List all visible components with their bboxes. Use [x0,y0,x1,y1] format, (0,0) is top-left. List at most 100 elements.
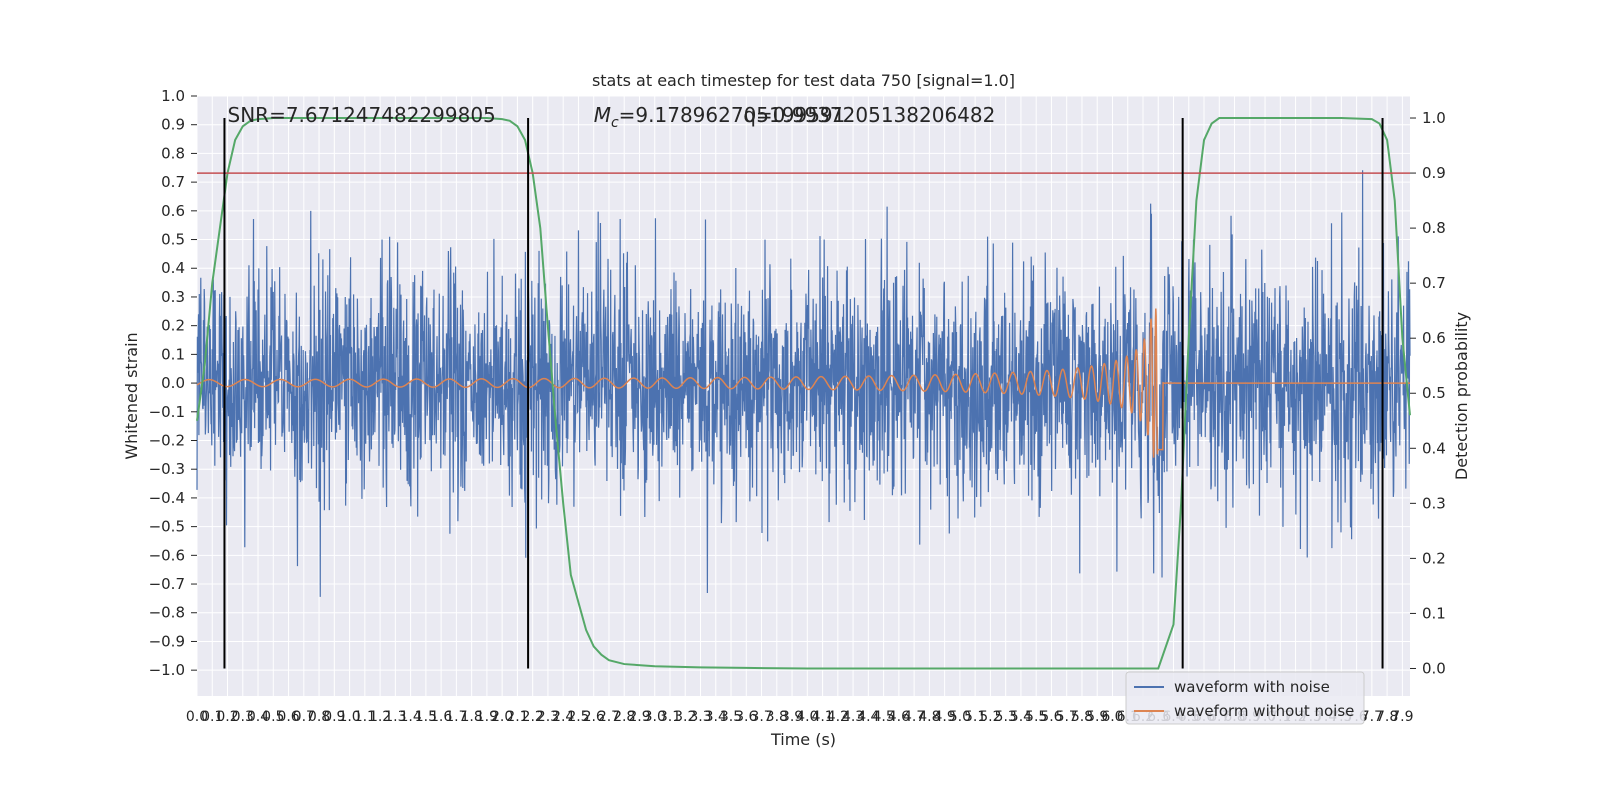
x-tick-label: 4.8 [918,709,940,725]
y2-tick-label: 0.6 [1422,329,1446,347]
y2-tick-label: 0.8 [1422,219,1446,237]
x-tick-label: 3.2 [674,709,696,725]
x-tick-label: 5.5 [1025,709,1047,725]
waveform-without-noise-series [196,308,1410,458]
y-tick-label: 1.0 [161,87,185,105]
x-tick-label: 4.9 [934,709,956,725]
y2-tick-label: 0.9 [1422,164,1446,182]
y2-tick-label: 1.0 [1422,109,1446,127]
y-tick-label: 0.9 [161,116,185,134]
y2-tick-labels: 0.0 0.1 0.2 0.3 0.4 0.5 0.6 0.7 0.8 0.9 1.0 [1410,109,1446,677]
x-tick-label: 5.7 [1056,709,1078,725]
x-tick-label: 0.1 [201,709,223,725]
y-tick-label: −0.4 [149,489,185,507]
x-tick-label: 0.4 [247,709,269,725]
x-tick-label: 1.8 [461,709,483,725]
y-tick-label: 0.5 [161,231,185,249]
x-tick-label: 0.6 [277,709,299,725]
x-tick-label: 5.4 [1010,709,1032,725]
x-tick-label: 4.7 [903,709,925,725]
x-tick-label: 3.7 [750,709,772,725]
x-tick-label: 7.8 [1376,709,1398,725]
x-tick-label: 0.7 [293,709,315,725]
y-tick-label: 0.7 [161,173,185,191]
x-tick-label: 1.5 [415,709,437,725]
x-tick-label: 3.8 [766,709,788,725]
y-tick-label: −0.6 [149,546,185,564]
x-tick-label: 4.1 [811,709,833,725]
legend-label-clean: waveform without noise [1174,702,1354,720]
x-tick-label: 4.6 [888,709,910,725]
y-tick-label: 0.4 [161,259,185,277]
x-tick-label: 1.0 [338,709,360,725]
x-tick-label: 3.3 [689,709,711,725]
y2-tick-label: 0.0 [1422,659,1446,677]
x-tick-label: 3.9 [781,709,803,725]
y-tick-label: 0.3 [161,288,185,306]
y2-tick-label: 0.3 [1422,494,1446,512]
y-tick-label: 0.0 [161,374,185,392]
x-tick-label: 3.1 [659,709,681,725]
annotations: SNR=7.671247482299805 Mc=9.17896270519959… [228,103,996,131]
x-tick-label: 5.8 [1071,709,1093,725]
chart-title: stats at each timestep for test data 750… [592,71,1015,90]
y-tick-label: −0.8 [149,604,185,622]
y-tick-label: −0.3 [149,460,185,478]
x-tick-label: 2.7 [598,709,620,725]
y-tick-label: −0.9 [149,632,185,650]
annotation-2: q=0.9937205138206482 [743,103,995,127]
x-tick-label: 7.9 [1391,709,1413,725]
x-tick-label: 1.6 [430,709,452,725]
x-tick-label: 5.1 [964,709,986,725]
x-tick-label: 5.0 [949,709,971,725]
x-tick-label: 2.1 [506,709,528,725]
x-tick-label: 2.4 [552,709,574,725]
x-tick-label: 3.6 [735,709,757,725]
x-tick-label: 1.3 [384,709,406,725]
x-tick-label: 0.0 [186,709,208,725]
x-tick-label: 3.4 [705,709,727,725]
y-tick-label: 0.8 [161,144,185,162]
detection-probability-series [196,117,1411,670]
x-axis-label: Time (s) [770,730,836,749]
y2-tick-label: 0.2 [1422,549,1446,567]
legend-label-noise: waveform with noise [1174,678,1330,696]
x-tick-label: 5.3 [995,709,1017,725]
y-tick-label: 0.6 [161,202,185,220]
y2-axis-label: Detection probability [1452,312,1471,480]
y-tick-labels: −1.0 −0.9 −0.8 −0.7 −0.6 −0.5 −0.4 −0.3 −0.2 −0.1… [149,87,197,679]
x-tick-label: 5.6 [1040,709,1062,725]
annotation-0: SNR=7.671247482299805 [228,103,496,127]
x-tick-label: 3.0 [644,709,666,725]
x-tick-label: 1.2 [369,709,391,725]
x-tick-label: 4.0 [796,709,818,725]
vertical-markers [223,118,1384,669]
y-tick-label: −0.5 [149,518,185,536]
annotation-1: Mc=9.178962705199591 [594,103,846,131]
x-tick-label: 4.5 [872,709,894,725]
x-tick-label: 0.5 [262,709,284,725]
y2-tick-label: 0.4 [1422,439,1446,457]
x-tick-label: 6.0 [1101,709,1123,725]
x-tick-label: 5.2 [979,709,1001,725]
legend: waveform with noise waveform without noi… [1125,671,1365,725]
x-tick-label: 2.9 [628,709,650,725]
x-tick-label: 1.1 [354,709,376,725]
x-tick-label: 2.6 [583,709,605,725]
x-tick-label: 1.4 [399,709,421,725]
y-tick-label: −1.0 [149,661,185,679]
y-tick-label: 0.2 [161,317,185,335]
x-tick-label: 2.8 [613,709,635,725]
x-tick-label: 4.4 [857,709,879,725]
y-tick-label: −0.7 [149,575,185,593]
x-tick-label: 7.7 [1361,709,1383,725]
y2-tick-label: 0.1 [1422,604,1446,622]
x-tick-label: 2.5 [567,709,589,725]
x-tick-label: 2.2 [522,709,544,725]
x-tick-label: 1.7 [445,709,467,725]
x-tick-label: 5.9 [1086,709,1108,725]
x-tick-label: 0.9 [323,709,345,725]
y-tick-label: 0.1 [161,345,185,363]
legend-box [1125,671,1365,725]
